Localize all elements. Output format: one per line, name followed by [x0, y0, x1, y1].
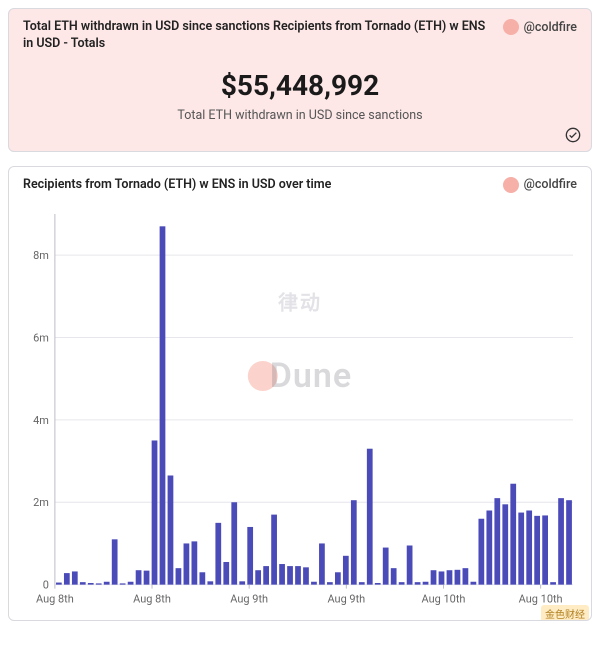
chart-title: Recipients from Tornado (ETH) w ENS in U… [23, 177, 503, 194]
stat-value: $55,448,992 [19, 69, 581, 102]
stat-value-label: Total ETH withdrawn in USD since sanctio… [19, 108, 581, 123]
author-chip[interactable]: @coldfire [503, 177, 577, 193]
author-avatar-icon [503, 177, 519, 193]
svg-text:Aug 10th: Aug 10th [422, 592, 466, 605]
svg-text:Aug 8th: Aug 8th [133, 592, 171, 605]
svg-text:Aug 10th: Aug 10th [519, 592, 563, 605]
stat-card-title: Total ETH withdrawn in USD since sanctio… [23, 19, 503, 53]
stat-card-header: Total ETH withdrawn in USD since sanctio… [9, 9, 591, 59]
check-circle-icon [565, 127, 581, 143]
author-chip[interactable]: @coldfire [503, 19, 577, 35]
svg-text:Aug 9th: Aug 9th [230, 592, 268, 605]
stat-card: Total ETH withdrawn in USD since sanctio… [8, 8, 592, 152]
chart-card: Recipients from Tornado (ETH) w ENS in U… [8, 166, 592, 621]
author-label: @coldfire [524, 177, 577, 192]
chart-card-header: Recipients from Tornado (ETH) w ENS in U… [9, 167, 591, 200]
svg-text:6m: 6m [33, 331, 49, 344]
svg-text:Aug 9th: Aug 9th [327, 592, 365, 605]
svg-text:8m: 8m [33, 249, 49, 262]
author-label: @coldfire [524, 20, 577, 35]
stat-block: $55,448,992 Total ETH withdrawn in USD s… [9, 59, 591, 151]
svg-text:2m: 2m [33, 496, 49, 509]
bar-chart: 0 2m 4m 6m 8m Aug 8th Aug 8th Aug 9th Aug 9th Aug… [21, 204, 579, 613]
author-avatar-icon [503, 19, 519, 35]
chart-area: 律动 Dune 02m4m6m8mAug 8thAug 8thAug 9thAu… [9, 200, 591, 621]
svg-text:Aug 8th: Aug 8th [36, 592, 74, 605]
svg-text:0: 0 [43, 578, 49, 591]
svg-text:4m: 4m [33, 414, 49, 427]
